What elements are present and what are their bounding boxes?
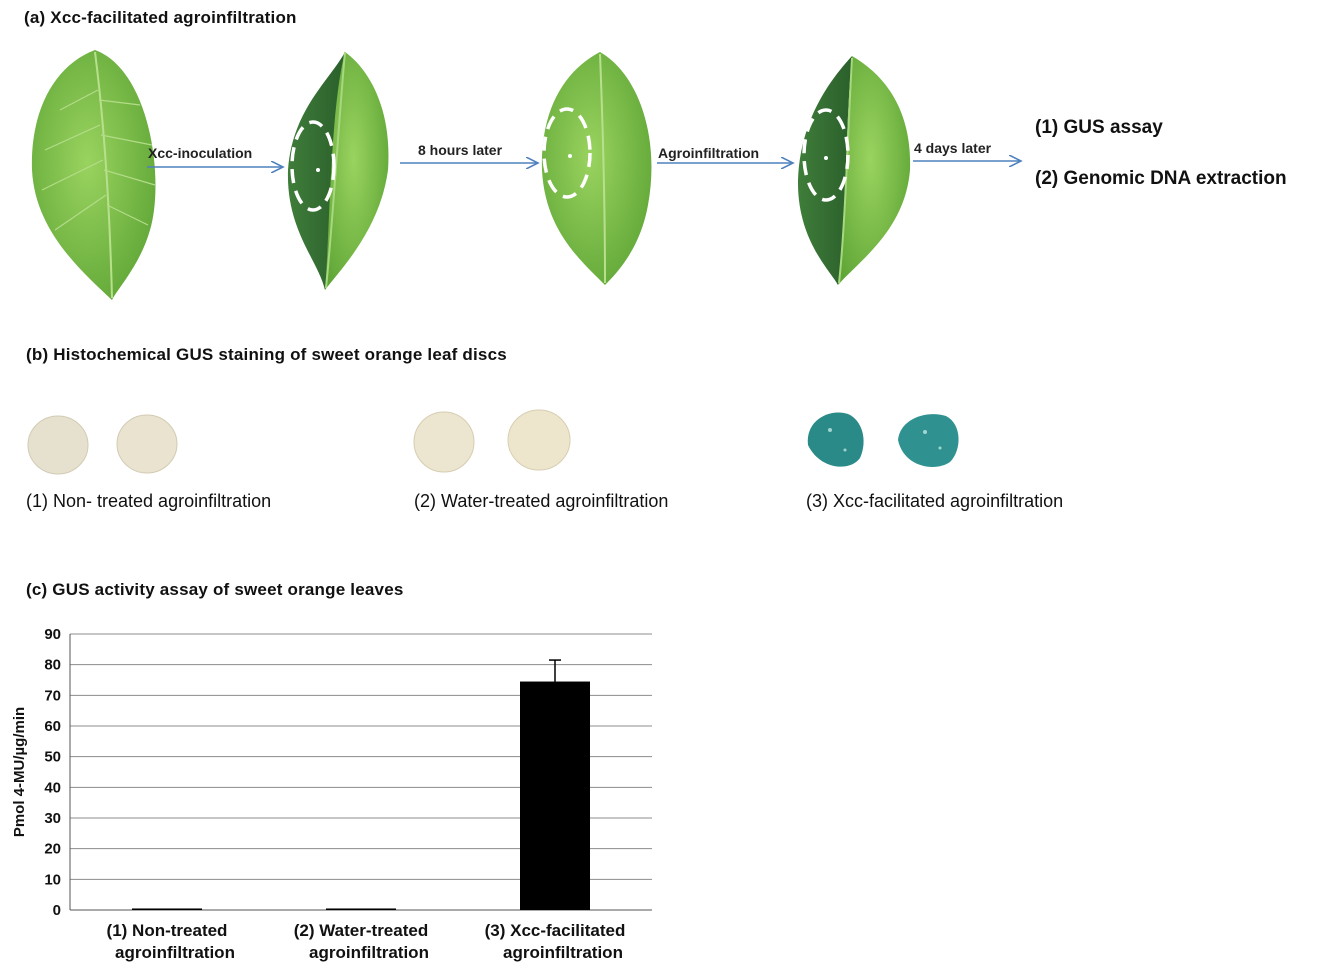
transformed-zone-outline	[802, 108, 850, 202]
leaf-disc-row	[27, 409, 959, 475]
infiltration-zone-outline	[542, 107, 592, 199]
leaf-after-8-hours	[541, 52, 652, 285]
y-tick-label: 40	[44, 779, 61, 796]
x-category-label: (3) Xcc-facilitated	[485, 921, 626, 940]
gus-activity-chart: 0 10 20 30 40 50 60 70 80 90 Pmol 4-MU/µg/min (1) N…	[11, 626, 652, 962]
disc-caption-xcc-facilitated: (3) Xcc-facilitated agroinfiltration	[806, 491, 1064, 511]
y-tick-label: 90	[44, 626, 61, 643]
y-tick-label: 70	[44, 687, 61, 704]
y-tick-label: 50	[44, 749, 61, 766]
outcome-gus-assay: (1) GUS assay	[1035, 117, 1163, 138]
leaf-xcc-inoculated	[287, 51, 389, 290]
y-tick-label: 10	[44, 871, 61, 888]
x-category-label: agroinfiltration	[503, 943, 623, 962]
leaf-agroinfiltrated	[797, 56, 911, 285]
x-category-label: agroinfiltration	[115, 943, 235, 962]
bar-3	[520, 681, 590, 910]
panel-c-title: (c) GUS activity assay of sweet orange l…	[26, 580, 404, 599]
disc-group-water-treated	[413, 409, 571, 473]
y-axis-label: Pmol 4-MU/µg/min	[11, 707, 28, 837]
x-category-label: (2) Water-treated	[294, 921, 428, 940]
disc-caption-non-treated: (1) Non- treated agroinfiltration	[26, 491, 272, 511]
disc-group-non-treated	[27, 414, 178, 475]
y-tick-label: 20	[44, 841, 61, 858]
panel-a-title: (a) Xcc-facilitated agroinfiltration	[24, 8, 297, 27]
y-tick-label: 80	[44, 657, 61, 674]
bar-2	[326, 908, 396, 910]
outcome-dna-extraction: (2) Genomic DNA extraction	[1035, 168, 1287, 189]
inoculation-zone-outline	[290, 120, 336, 212]
disc-caption-water-treated: (2) Water-treated agroinfiltration	[414, 491, 669, 511]
leaf-untreated	[31, 50, 156, 300]
panel-b-title: (b) Histochemical GUS staining of sweet …	[26, 345, 507, 364]
step-label-agroinfiltration: Agroinfiltration	[658, 145, 760, 161]
y-tick-label: 60	[44, 718, 61, 735]
x-category-label: agroinfiltration	[309, 943, 429, 962]
x-category-label: (1) Non-treated	[107, 921, 228, 940]
panel-a-diagram	[31, 50, 1331, 300]
y-tick-label: 0	[53, 902, 61, 919]
step-label-8-hours: 8 hours later	[418, 142, 503, 158]
bar-1	[132, 908, 202, 910]
step-label-4-days: 4 days later	[914, 140, 992, 156]
disc-group-xcc-facilitated	[807, 412, 959, 467]
step-label-xcc-inoculation: Xcc-inoculation	[148, 145, 253, 161]
y-tick-label: 30	[44, 810, 61, 827]
